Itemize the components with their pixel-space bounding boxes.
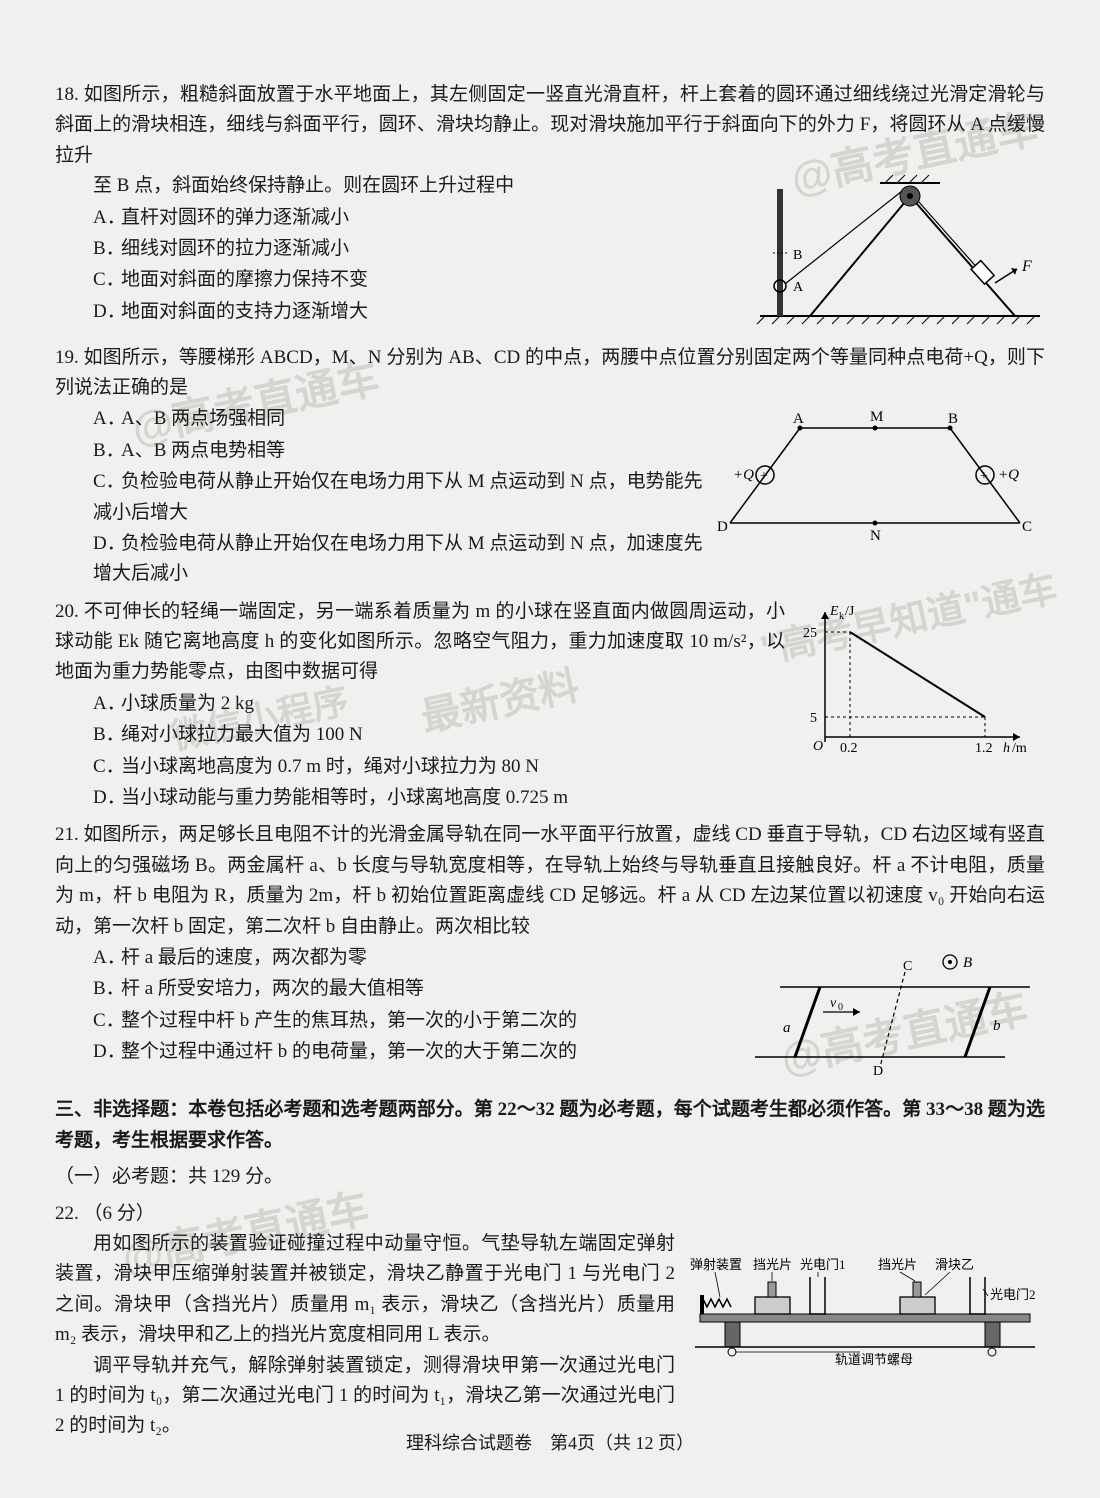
q19-opt-a: A、B 两点场强相同	[121, 408, 285, 429]
q19-figure: + + +Q +Q A M B C N D	[705, 403, 1045, 553]
q22-points: （6 分）	[84, 1203, 155, 1224]
q18-opt-c: 地面对斜面的摩擦力保持不变	[121, 269, 368, 290]
opt-label-b: B．	[93, 720, 121, 750]
q21-opt-a: 杆 a 最后的速度，两次都为零	[121, 947, 367, 968]
q21-number: 21.	[55, 824, 79, 845]
opt-label-c: C．	[93, 467, 121, 497]
svg-text:h: h	[1003, 741, 1010, 756]
svg-text:挡光片: 挡光片	[753, 1257, 792, 1272]
svg-text:25: 25	[803, 626, 817, 641]
opt-label-c: C．	[93, 265, 121, 295]
q20-opt-d: 当小球动能与重力势能相等时，小球离地高度 0.725 m	[121, 787, 568, 808]
q21-opt-c: 整个过程中杆 b 产生的焦耳热，第一次的小于第二次的	[121, 1010, 577, 1031]
q21-opt-b: 杆 a 所受安培力，两次的最大值相等	[121, 978, 424, 999]
svg-text:v: v	[830, 996, 837, 1011]
label-spring: 弹射装置	[690, 1257, 742, 1272]
opt-label-b: B．	[93, 234, 121, 264]
svg-text:光电门1: 光电门1	[800, 1257, 846, 1272]
q18-stem-1: 如图所示，粗糙斜面放置于水平地面上，其左侧固定一竖直光滑直杆，杆上套着的圆环通过…	[55, 84, 1045, 166]
svg-text:k: k	[839, 611, 844, 622]
q18-opt-a: 直杆对圆环的弹力逐渐减小	[121, 207, 349, 228]
q20-opt-b: 绳对小球拉力最大值为 100 N	[121, 724, 363, 745]
page-footer: 理科综合试题卷 第4页（共 12 页）	[0, 1429, 1100, 1458]
svg-text:N: N	[870, 528, 881, 543]
svg-text:B: B	[963, 955, 972, 971]
svg-text:E: E	[829, 604, 839, 619]
q20-number: 20.	[55, 601, 79, 622]
svg-text:+Q: +Q	[733, 467, 754, 483]
svg-text:M: M	[870, 409, 883, 425]
svg-text:A: A	[793, 411, 804, 427]
opt-label-a: A．	[93, 203, 121, 233]
svg-text:A: A	[793, 280, 804, 295]
svg-text:/m: /m	[1012, 741, 1027, 756]
svg-text:+Q: +Q	[998, 467, 1019, 483]
opt-label-b: B．	[93, 436, 121, 466]
q22-figure: 弹射装置 挡光片 光电门1 挡光片 滑块乙 光电门2 轨道调节螺母	[685, 1229, 1045, 1379]
q22-stem-1: 用如图所示的装置验证碰撞过程中动量守恒。气垫导轨左端固定弹射装置，滑块甲压缩弹射…	[55, 1229, 675, 1351]
q21-opt-d: 整个过程中通过杆 b 的电荷量，第一次的大于第二次的	[121, 1041, 577, 1062]
opt-label-d: D．	[93, 783, 121, 813]
q21-stem: 如图所示，两足够长且电阻不计的光滑金属导轨在同一水平面平行放置，虚线 CD 垂直…	[55, 824, 1045, 936]
q18-opt-b: 细线对圆环的拉力逐渐减小	[121, 238, 349, 259]
svg-text:a: a	[783, 1020, 791, 1036]
q20-opt-a: 小球质量为 2 kg	[121, 693, 254, 714]
q19-opt-d: 负检验电荷从静止开始仅在电场力用下从 M 点运动到 N 点，加速度先增大后减小	[93, 533, 703, 584]
svg-text:0: 0	[838, 1002, 843, 1013]
svg-text:1.2: 1.2	[975, 741, 993, 756]
q21-figure: C D a v0 b B	[745, 942, 1045, 1087]
opt-label-a: A．	[93, 404, 121, 434]
section-3-sub1: （一）必考题：共 129 分。	[55, 1162, 1045, 1192]
svg-text:D: D	[873, 1064, 883, 1077]
svg-text:5: 5	[810, 711, 817, 726]
question-19: 19. 如图所示，等腰梯形 ABCD，M、N 分别为 AB、CD 的中点，两腰中…	[55, 343, 1045, 591]
q20-stem: 不可伸长的轻绳一端固定，另一端系着质量为 m 的小球在竖直面内做圆周运动，小球动…	[55, 601, 785, 683]
opt-label-c: C．	[93, 1006, 121, 1036]
opt-label-b: B．	[93, 974, 121, 1004]
svg-text:C: C	[1022, 519, 1032, 535]
svg-text:C: C	[903, 959, 912, 974]
svg-text:+: +	[980, 469, 988, 484]
svg-text:滑块乙: 滑块乙	[935, 1257, 974, 1272]
opt-label-c: C．	[93, 752, 121, 782]
svg-text:B: B	[793, 248, 802, 263]
q19-stem: 如图所示，等腰梯形 ABCD，M、N 分别为 AB、CD 的中点，两腰中点位置分…	[55, 347, 1045, 398]
opt-label-d: D．	[93, 1037, 121, 1067]
svg-text:0.2: 0.2	[840, 741, 858, 756]
opt-label-d: D．	[93, 529, 121, 559]
svg-text:挡光片: 挡光片	[878, 1257, 917, 1272]
q18-opt-d: 地面对斜面的支持力逐渐增大	[121, 301, 368, 322]
question-22: 22. （6 分） 用如图所示的装置验证碰撞过程中动量守恒。气垫导轨左端固定弹射…	[55, 1199, 1045, 1442]
q22-number: 22.	[55, 1203, 79, 1224]
svg-text:+: +	[760, 469, 768, 484]
svg-text:b: b	[993, 1018, 1001, 1034]
q19-opt-b: A、B 两点电势相等	[121, 440, 285, 461]
q19-opt-c: 负检验电荷从静止开始仅在电场力用下从 M 点运动到 N 点，电势能先减小后增大	[93, 471, 703, 522]
opt-label-a: A．	[93, 689, 121, 719]
q18-stem-2: 至 B 点，斜面始终保持静止。则在圆环上升过程中	[55, 171, 755, 201]
question-18: 18. 如图所示，粗糙斜面放置于水平地面上，其左侧固定一竖直光滑直杆，杆上套着的…	[55, 80, 1045, 337]
svg-text:/J: /J	[845, 604, 855, 619]
q22-stem-2: 调平导轨并充气，解除弹射装置锁定，测得滑块甲第一次通过光电门 1 的时间为 t₀…	[55, 1351, 675, 1442]
question-21: 21. 如图所示，两足够长且电阻不计的光滑金属导轨在同一水平面平行放置，虚线 C…	[55, 820, 1045, 1087]
svg-text:B: B	[948, 411, 958, 427]
svg-text:轨道调节螺母: 轨道调节螺母	[835, 1352, 913, 1367]
q18-number: 18.	[55, 84, 79, 105]
svg-text:光电门2: 光电门2	[990, 1287, 1036, 1302]
svg-text:D: D	[717, 519, 728, 535]
q20-figure: Ek/J 25 5 O 0.2 1.2 h/m	[785, 597, 1045, 772]
opt-label-a: A．	[93, 943, 121, 973]
svg-text:O: O	[813, 739, 823, 754]
q20-opt-c: 当小球离地高度为 0.7 m 时，绳对小球拉力为 80 N	[121, 756, 539, 777]
q19-number: 19.	[55, 347, 79, 368]
svg-text:F: F	[1021, 258, 1032, 275]
question-20: 20. 不可伸长的轻绳一端固定，另一端系着质量为 m 的小球在竖直面内做圆周运动…	[55, 597, 1045, 815]
q18-figure: A B F	[755, 171, 1045, 336]
section-3-title: 三、非选择题：本卷包括必考题和选考题两部分。第 22～32 题为必考题，每个试题…	[55, 1095, 1045, 1156]
opt-label-d: D．	[93, 297, 121, 327]
